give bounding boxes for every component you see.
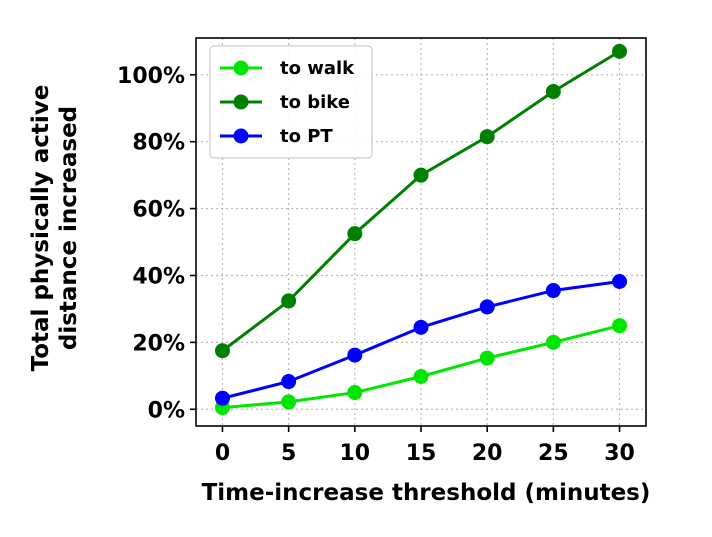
legend-box xyxy=(209,45,373,159)
x-tick-label: 10 xyxy=(340,441,371,466)
x-tick-label: 5 xyxy=(281,441,296,466)
data-point xyxy=(281,394,297,410)
legend-label: to bike xyxy=(280,92,350,113)
data-point xyxy=(612,274,628,290)
data-point xyxy=(612,43,628,59)
legend-label: to walk xyxy=(280,58,355,79)
y-axis-label-line-1: Total physically active xyxy=(28,85,54,372)
legend-item: to PT xyxy=(220,126,333,147)
legend: to walk to bike to PT xyxy=(209,45,373,159)
y-tick-label: 100% xyxy=(117,64,185,89)
data-point xyxy=(347,347,363,363)
x-axis: 0 5 10 15 20 25 30 xyxy=(215,426,635,466)
legend-item: to bike xyxy=(220,92,350,113)
x-tick-label: 20 xyxy=(472,441,503,466)
legend-label: to PT xyxy=(280,126,333,147)
y-tick-label: 20% xyxy=(132,331,185,356)
data-point xyxy=(545,334,561,350)
data-point xyxy=(413,368,429,384)
data-point xyxy=(214,390,230,406)
x-tick-label: 15 xyxy=(406,441,437,466)
series-layer xyxy=(214,43,628,416)
x-tick-label: 25 xyxy=(538,441,569,466)
series-to-walk xyxy=(214,318,628,416)
data-point xyxy=(413,319,429,335)
data-point xyxy=(545,283,561,299)
data-point xyxy=(214,343,230,359)
data-point xyxy=(281,293,297,309)
data-point xyxy=(413,167,429,183)
series-to-bike xyxy=(214,43,628,359)
y-axis: 0% 20% 40% 60% 80% 100% xyxy=(117,64,196,423)
x-tick-label: 30 xyxy=(604,441,635,466)
legend-marker xyxy=(233,60,249,76)
legend-item: to walk xyxy=(220,58,355,79)
data-point xyxy=(612,318,628,334)
x-axis-label: Time-increase threshold (minutes) xyxy=(202,480,651,506)
legend-marker xyxy=(233,94,249,110)
x-tick-label: 0 xyxy=(215,441,230,466)
y-tick-label: 0% xyxy=(148,398,185,423)
data-point xyxy=(281,374,297,390)
y-tick-label: 40% xyxy=(132,264,185,289)
y-tick-label: 60% xyxy=(132,198,185,223)
series-line xyxy=(222,324,620,410)
data-point xyxy=(479,350,495,366)
data-point xyxy=(479,299,495,315)
data-point xyxy=(347,226,363,242)
y-axis-label-line-2: distance increased xyxy=(56,106,82,350)
y-tick-label: 80% xyxy=(132,131,185,156)
series-to-pt xyxy=(214,274,628,406)
data-point xyxy=(347,385,363,401)
data-point xyxy=(545,84,561,100)
data-point xyxy=(479,129,495,145)
legend-marker xyxy=(233,128,249,144)
